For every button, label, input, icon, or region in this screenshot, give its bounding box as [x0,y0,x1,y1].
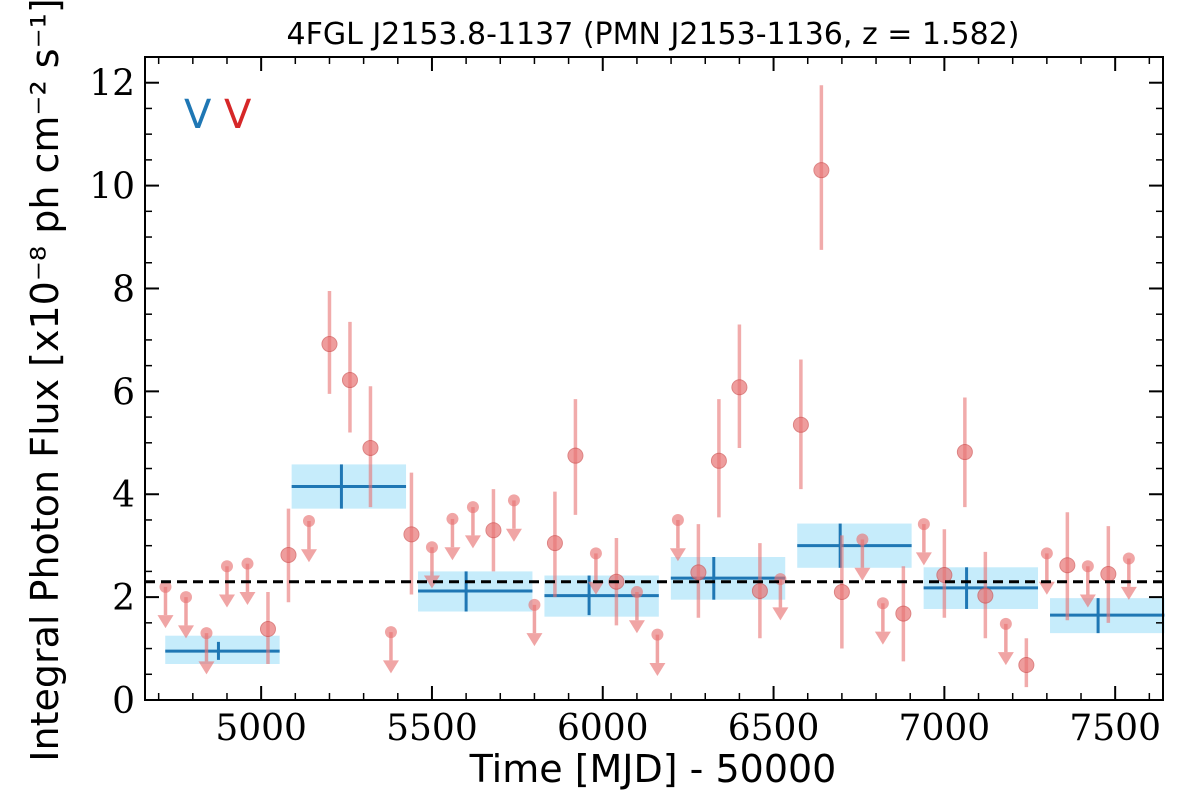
x-tick-label-0: 5000 [215,708,307,749]
data-point-16 [485,522,502,539]
upper-limit-arrow-0 [157,615,174,629]
upper-limit-point-13 [425,541,438,554]
upper-limit-arrow-41 [997,652,1014,666]
legend-marker-0: V [184,92,212,138]
y-tick-label-2: 4 [112,475,135,516]
data-point-36 [895,605,912,622]
upper-limit-arrow-3 [218,594,235,608]
upper-limit-point-43 [1040,547,1053,560]
data-point-12 [403,526,420,543]
upper-limit-point-41 [999,617,1012,630]
data-point-19 [546,535,563,552]
y-tick-label-4: 8 [112,269,135,310]
upper-limit-point-15 [466,501,479,514]
upper-limit-arrow-17 [505,528,522,542]
upper-limit-point-2 [200,627,213,640]
y-tick-label-5: 10 [89,167,135,208]
upper-limit-arrow-43 [1038,581,1055,595]
upper-limit-point-0 [159,580,172,593]
data-point-28 [731,379,748,396]
upper-limit-arrow-34 [854,567,871,581]
data-point-27 [710,452,727,469]
upper-limit-point-14 [446,512,459,525]
upper-limit-arrow-30 [772,607,789,621]
upper-limit-point-47 [1122,552,1135,565]
upper-limit-point-37 [917,518,930,531]
y-tick-label-6: 12 [89,64,135,105]
upper-limit-point-30 [774,573,787,586]
upper-limit-point-11 [384,626,397,639]
data-point-31 [792,416,809,433]
data-point-26 [690,564,707,581]
upper-limit-point-1 [179,591,192,604]
upper-limit-point-23 [630,585,643,598]
upper-limit-point-21 [589,547,602,560]
y-tick-label-3: 6 [112,372,135,413]
upper-limit-arrow-24 [649,662,666,676]
upper-limit-point-18 [528,598,541,611]
upper-limit-arrow-4 [239,591,256,605]
axes: 5000 5500 6000 6500 7000 7500 0 2 4 6 8 10 12 [89,56,1164,749]
x-tick-label-2: 6000 [557,708,649,749]
upper-limit-point-34 [856,533,869,546]
plot-frame [144,56,1164,701]
upper-limit-arrow-13 [423,575,440,589]
upper-limit-point-3 [220,560,233,573]
data-point-38 [936,567,953,584]
upper-limit-arrow-11 [382,660,399,674]
data-point-32 [813,162,830,179]
upper-limit-arrow-25 [669,548,686,562]
legend-marker-1: V [224,92,252,138]
upper-limit-arrow-15 [464,535,481,549]
x-axis-label: Time [MJD] - 50000 [469,747,837,791]
upper-limit-arrow-35 [874,631,891,645]
upper-limit-point-45 [1081,560,1094,573]
upper-limit-arrow-45 [1079,594,1096,608]
upper-limit-point-35 [876,597,889,610]
y-axis-label: Integral Photon Flux [x10⁻⁸ ph cm⁻² s⁻¹] [23,0,67,762]
upper-limit-arrow-2 [198,661,215,675]
x-tick-label-5: 7500 [1069,708,1161,749]
upper-limit-point-17 [507,494,520,507]
data-point-10 [362,439,379,456]
data-point-6 [280,546,297,563]
x-tick-label-1: 5500 [386,708,478,749]
upper-limit-point-7 [302,514,315,527]
upper-limit-arrow-21 [587,581,604,595]
chart-title: 4FGL J2153.8-1137 (PMN J2153-1136, z = 1… [286,17,1019,52]
data-point-33 [833,583,850,600]
upper-limit-point-25 [671,513,684,526]
x-tick-label-3: 6500 [728,708,820,749]
upper-limit-arrow-37 [915,552,932,566]
y-tick-label-1: 2 [112,578,135,619]
x-tick-label-4: 7000 [899,708,991,749]
data-point-5 [259,621,276,638]
data-point-8 [321,336,338,353]
upper-limit-arrow-47 [1120,586,1137,600]
data-point-44 [1059,557,1076,574]
data-point-20 [567,447,584,464]
y-tick-label-0: 0 [112,681,135,722]
upper-limit-arrow-7 [300,549,317,563]
upper-limit-arrow-1 [177,625,194,639]
data-point-29 [751,582,768,599]
data-point-9 [341,372,358,389]
upper-limit-arrow-18 [526,633,543,647]
upper-limit-point-4 [241,557,254,570]
data-point-42 [1018,657,1035,674]
upper-limit-point-24 [651,628,664,641]
upper-limit-arrow-23 [628,620,645,634]
upper-limit-arrow-14 [444,547,461,561]
binned-series [165,464,1165,664]
data-point-40 [977,587,994,604]
data-point-46 [1100,565,1117,582]
data-point-39 [956,444,973,461]
